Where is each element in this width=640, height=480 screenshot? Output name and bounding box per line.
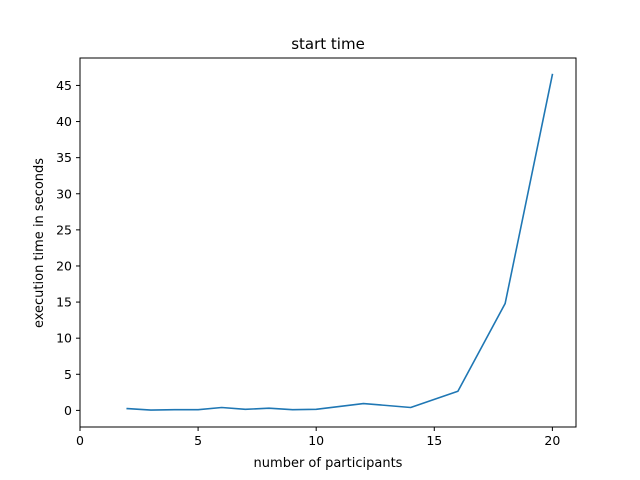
x-axis: 0 5 10 15 20 (76, 427, 560, 448)
x-tick-label: 10 (308, 433, 324, 448)
series-line (126, 73, 554, 411)
y-tick-label: 0 (64, 403, 72, 418)
axes-frame (79, 57, 577, 428)
y-tick-label: 40 (56, 114, 72, 129)
y-tick-label: 5 (64, 367, 72, 382)
x-tick-label: 0 (76, 433, 84, 448)
y-tick-label: 30 (56, 186, 72, 201)
y-tick-label: 25 (56, 222, 72, 237)
y-tick-label: 45 (56, 78, 72, 93)
chart-title: start time (291, 35, 365, 53)
x-axis-label: number of participants (254, 456, 403, 471)
x-tick-label: 5 (194, 433, 202, 448)
y-tick-label: 10 (56, 331, 72, 346)
x-tick-label: 20 (544, 433, 560, 448)
y-tick-label: 20 (56, 258, 72, 273)
plot-area (126, 73, 554, 411)
x-tick-label: 15 (426, 433, 442, 448)
y-axis-label: execution time in seconds (32, 158, 47, 328)
y-axis: 0 5 10 15 20 25 30 35 40 45 (56, 78, 80, 418)
y-tick-label: 35 (56, 150, 72, 165)
y-tick-label: 15 (56, 295, 72, 310)
